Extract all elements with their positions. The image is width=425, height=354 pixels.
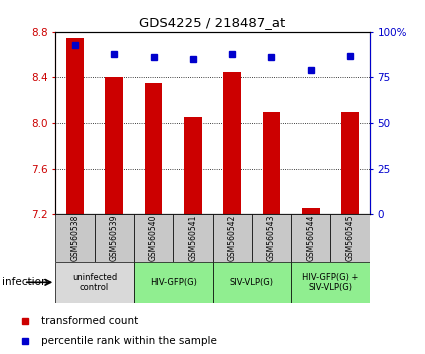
Text: infection: infection — [2, 277, 48, 287]
Text: GSM560541: GSM560541 — [188, 215, 197, 261]
Text: HIV-GFP(G) +
SIV-VLP(G): HIV-GFP(G) + SIV-VLP(G) — [302, 273, 359, 292]
Bar — [252, 214, 291, 262]
Bar — [55, 214, 94, 262]
Text: GSM560540: GSM560540 — [149, 215, 158, 261]
Bar — [212, 262, 291, 303]
Bar — [66, 38, 84, 214]
Bar — [212, 214, 252, 262]
Bar — [291, 262, 370, 303]
Text: GSM560539: GSM560539 — [110, 215, 119, 261]
Bar — [223, 72, 241, 214]
Text: GSM560538: GSM560538 — [71, 215, 79, 261]
Text: transformed count: transformed count — [41, 316, 138, 326]
Text: uninfected
control: uninfected control — [72, 273, 117, 292]
Bar — [173, 214, 212, 262]
Text: SIV-VLP(G): SIV-VLP(G) — [230, 278, 274, 287]
Bar — [144, 83, 162, 214]
Bar — [291, 214, 331, 262]
Bar — [105, 78, 123, 214]
Title: GDS4225 / 218487_at: GDS4225 / 218487_at — [139, 16, 286, 29]
Bar — [94, 214, 134, 262]
Bar — [134, 262, 212, 303]
Bar — [341, 112, 359, 214]
Bar — [184, 117, 202, 214]
Text: GSM560542: GSM560542 — [228, 215, 237, 261]
Text: GSM560544: GSM560544 — [306, 215, 315, 261]
Bar — [302, 209, 320, 214]
Bar — [55, 262, 134, 303]
Text: GSM560543: GSM560543 — [267, 215, 276, 261]
Text: GSM560545: GSM560545 — [346, 215, 354, 261]
Text: HIV-GFP(G): HIV-GFP(G) — [150, 278, 197, 287]
Bar — [331, 214, 370, 262]
Bar — [263, 112, 280, 214]
Text: percentile rank within the sample: percentile rank within the sample — [41, 336, 217, 346]
Bar — [134, 214, 173, 262]
